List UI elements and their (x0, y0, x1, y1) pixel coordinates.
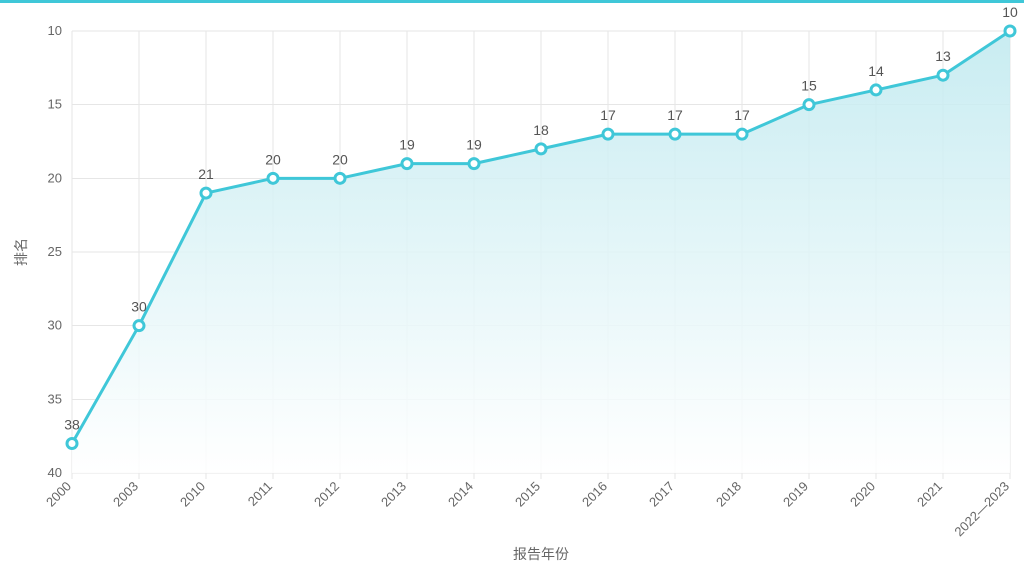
data-point-marker[interactable] (335, 173, 345, 183)
data-point-marker[interactable] (402, 159, 412, 169)
y-axis-title: 排名 (13, 238, 29, 266)
x-tick-label: 2012 (311, 479, 342, 510)
data-point-label: 13 (935, 48, 951, 64)
data-point-label: 20 (332, 151, 348, 167)
y-tick-label: 40 (48, 465, 62, 480)
x-tick-label: 2013 (378, 479, 409, 510)
data-point-marker[interactable] (670, 129, 680, 139)
x-tick-label: 2022—2023 (951, 479, 1012, 540)
x-tick-label: 2000 (43, 479, 74, 510)
chart-svg: 383021202019191817171715141310 101520253… (0, 3, 1024, 571)
data-point-marker[interactable] (469, 159, 479, 169)
y-tick-label: 35 (48, 391, 62, 406)
data-point-marker[interactable] (1005, 26, 1015, 36)
y-axis: 10 15 20 25 30 35 40 (48, 23, 62, 480)
x-tick-label: 2019 (780, 479, 811, 510)
y-tick-label: 30 (48, 318, 62, 333)
x-axis-title: 报告年份 (513, 546, 569, 562)
data-point-label: 10 (1002, 4, 1018, 20)
y-tick-label: 15 (48, 97, 62, 112)
x-tick-label: 2020 (847, 479, 878, 510)
x-axis: 2000 2003 2010 2011 2012 2013 2014 2015 2016 2017… (43, 473, 1012, 539)
data-point-marker[interactable] (603, 129, 613, 139)
data-point-label: 19 (466, 137, 482, 153)
data-point-label: 19 (399, 137, 415, 153)
data-point-marker[interactable] (871, 85, 881, 95)
x-tick-label: 2021 (914, 479, 945, 510)
x-tick-label: 2011 (245, 479, 275, 509)
data-point-marker[interactable] (938, 70, 948, 80)
x-tick-label: 2015 (512, 479, 543, 510)
data-point-label: 17 (600, 107, 616, 123)
data-point-label: 38 (64, 417, 80, 433)
data-point-label: 30 (131, 299, 147, 315)
data-point-marker[interactable] (536, 144, 546, 154)
x-tick-label: 2016 (579, 479, 610, 510)
data-point-marker[interactable] (134, 321, 144, 331)
x-tick-label: 2017 (646, 479, 677, 510)
ranking-chart: 383021202019191817171715141310 101520253… (0, 3, 1024, 571)
data-point-marker[interactable] (268, 173, 278, 183)
data-point-label: 21 (198, 166, 214, 182)
data-point-label: 17 (667, 107, 683, 123)
x-tick-label: 2003 (110, 479, 141, 510)
data-point-label: 15 (801, 78, 817, 94)
x-tick-label: 2014 (445, 479, 476, 510)
y-tick-label: 10 (48, 23, 62, 38)
data-point-marker[interactable] (804, 100, 814, 110)
data-point-marker[interactable] (737, 129, 747, 139)
y-tick-label: 25 (48, 244, 62, 259)
data-point-label: 14 (868, 63, 884, 79)
x-tick-label: 2018 (713, 479, 744, 510)
data-point-label: 18 (533, 122, 549, 138)
x-tick-label: 2010 (177, 479, 208, 510)
data-point-label: 20 (265, 151, 281, 167)
y-tick-label: 20 (48, 170, 62, 185)
data-point-marker[interactable] (67, 439, 77, 449)
data-point-label: 17 (734, 107, 750, 123)
data-point-marker[interactable] (201, 188, 211, 198)
